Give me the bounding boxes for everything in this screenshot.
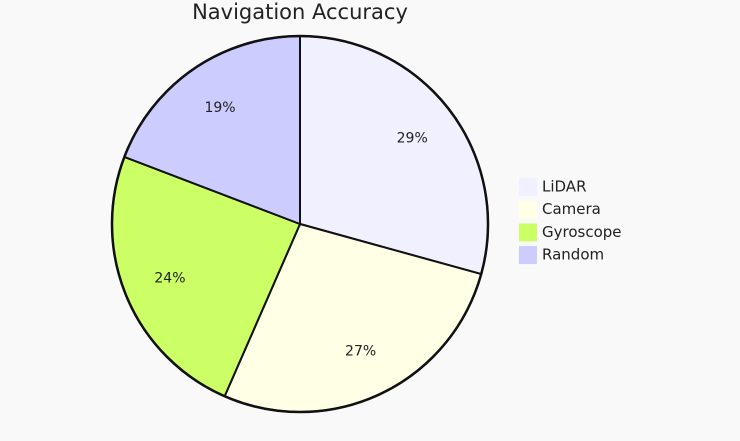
slice-label: 29% bbox=[397, 131, 428, 147]
legend-label: Random bbox=[542, 246, 604, 264]
slice-label: 24% bbox=[154, 270, 185, 286]
slice-label: 27% bbox=[345, 343, 376, 359]
slice-label: 19% bbox=[204, 100, 235, 116]
legend-label: LiDAR bbox=[542, 178, 587, 196]
legend-label: Gyroscope bbox=[542, 223, 622, 241]
pie-outline bbox=[110, 34, 490, 414]
legend-swatch bbox=[519, 200, 537, 219]
legend-swatch bbox=[519, 223, 537, 242]
legend-swatch bbox=[519, 178, 537, 196]
chart-title: Navigation Accuracy bbox=[192, 0, 408, 24]
legend-swatch bbox=[519, 246, 537, 265]
legend-label: Camera bbox=[542, 200, 601, 218]
